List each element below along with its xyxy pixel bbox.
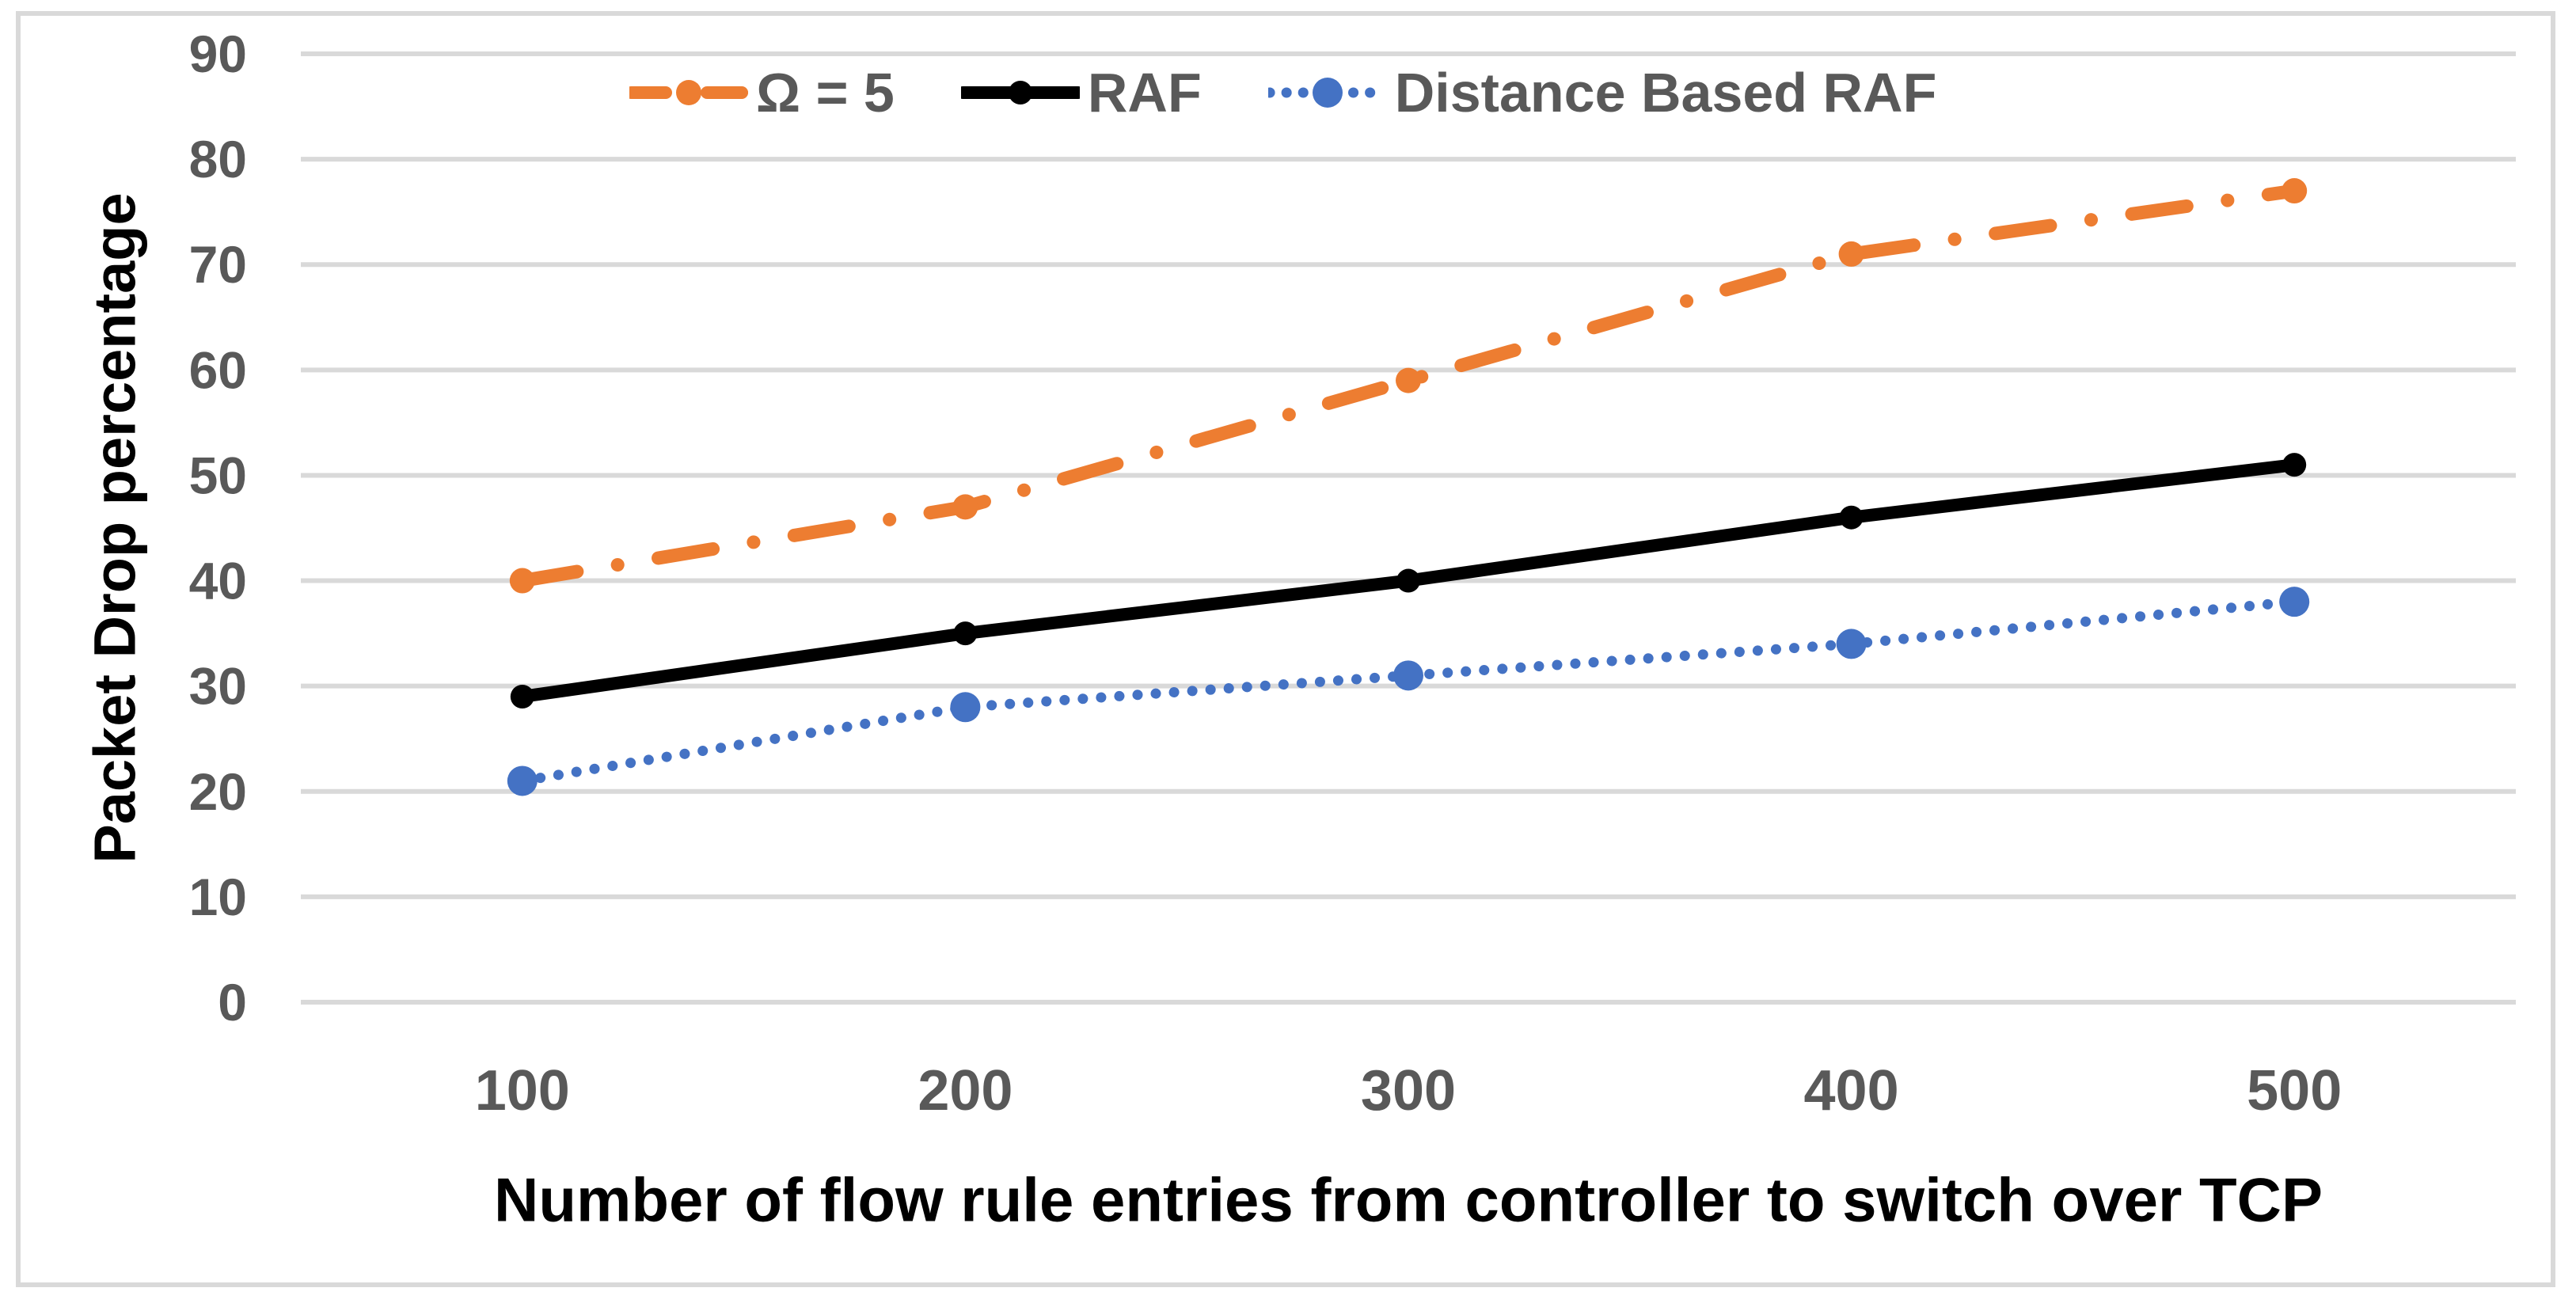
y-tick-label-0: 0 (218, 973, 247, 1031)
data-point-series1-x300 (1396, 367, 1421, 393)
legend-swatch-2 (960, 81, 1080, 104)
data-point-series2-x300 (1396, 568, 1420, 593)
data-point-series1-x200 (952, 494, 978, 520)
chart-frame-border (16, 11, 2555, 1287)
y-tick-label-70: 70 (189, 235, 247, 294)
y-tick-label-10: 10 (189, 868, 247, 926)
chart-legend: Ω = 5 RAF Distance Based RAF (629, 61, 1936, 124)
data-point-series2-x500 (2282, 453, 2307, 477)
y-tick-label-80: 80 (189, 130, 247, 188)
y-tick-label-90: 90 (189, 25, 247, 83)
y-tick-label-20: 20 (189, 762, 247, 821)
data-point-series1-x100 (509, 568, 535, 594)
data-point-series2-x200 (953, 621, 978, 646)
legend-item-1: Ω = 5 (629, 61, 895, 124)
y-tick-label-30: 30 (189, 657, 247, 716)
legend-item-3: Distance Based RAF (1267, 61, 1937, 124)
legend-label: Ω = 5 (756, 62, 895, 123)
legend-label: Distance Based RAF (1394, 62, 1937, 123)
data-point-series3-x100 (507, 765, 538, 796)
legend-item-2: RAF (960, 61, 1202, 124)
series-line-1 (515, 184, 2301, 588)
data-point-series2-x100 (510, 684, 534, 708)
x-tick-label-500: 500 (2247, 1059, 2342, 1123)
data-point-series3-x500 (2279, 587, 2310, 617)
y-tick-label-60: 60 (189, 340, 247, 399)
data-point-series3-x200 (950, 692, 981, 723)
x-tick-label-300: 300 (1361, 1059, 1456, 1123)
x-tick-label-200: 200 (918, 1059, 1013, 1123)
data-point-series2-x400 (1839, 505, 1864, 530)
series-3 (507, 587, 2310, 796)
y-axis-title: Packet Drop percentage (82, 192, 148, 864)
y-tick-label-50: 50 (189, 446, 247, 504)
series-2 (510, 453, 2307, 708)
x-tick-label-400: 400 (1804, 1059, 1899, 1123)
series-1 (509, 178, 2308, 594)
y-tick-label-40: 40 (189, 552, 247, 610)
data-point-series1-x400 (1838, 241, 1864, 267)
gridlines (301, 51, 2516, 1005)
data-point-series1-x500 (2282, 178, 2308, 204)
legend-label: RAF (1087, 62, 1202, 123)
legend-swatch-1 (629, 80, 748, 105)
data-point-series3-x400 (1836, 629, 1867, 659)
x-tick-label-100: 100 (475, 1059, 570, 1123)
legend-swatch-3 (1267, 78, 1387, 108)
x-axis-title: Number of flow rule entries from control… (494, 1164, 2323, 1235)
series-line-3 (517, 596, 2300, 786)
axis-tick-labels: 0 10 20 30 40 50 60 70 80 90 100 200 300 400 500 (189, 25, 2342, 1123)
data-point-series3-x300 (1393, 660, 1423, 691)
